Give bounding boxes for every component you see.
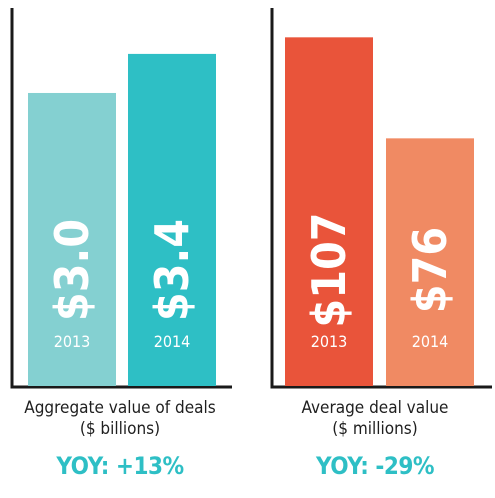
left-chart-yoy: YOY: +13% <box>56 452 184 480</box>
right-chart-bar-2014 <box>386 138 474 386</box>
left-chart-bar-2014 <box>128 53 216 386</box>
left-chart-caption: Aggregate value of deals ($ billions) <box>0 398 240 440</box>
right-chart-yoy: YOY: -29% <box>315 452 435 480</box>
right-chart-caption: Average deal value ($ millions) <box>255 398 495 440</box>
right-chart-unit: ($ millions) <box>332 419 418 439</box>
right-chart-xlabel: Average deal value <box>301 398 449 418</box>
left-chart-value-label-2014: $3.4 <box>145 219 199 321</box>
right-chart-bar-2013 <box>285 37 373 387</box>
left-chart-category-label-2013: 2013 <box>54 332 91 351</box>
right-chart-value-label-2013: $107 <box>302 212 356 327</box>
right-chart-value-label-2014: $76 <box>403 227 457 313</box>
right-chart-category-label-2013: 2013 <box>311 332 348 351</box>
left-chart-category-label-2014: 2014 <box>154 332 191 351</box>
left-chart-value-label-2013: $3.0 <box>45 219 99 321</box>
right-chart-category-label-2014: 2014 <box>412 332 449 351</box>
left-chart-xlabel: Aggregate value of deals <box>24 398 216 418</box>
left-chart-bar-2013 <box>28 92 116 386</box>
left-chart-unit: ($ billions) <box>79 419 161 439</box>
